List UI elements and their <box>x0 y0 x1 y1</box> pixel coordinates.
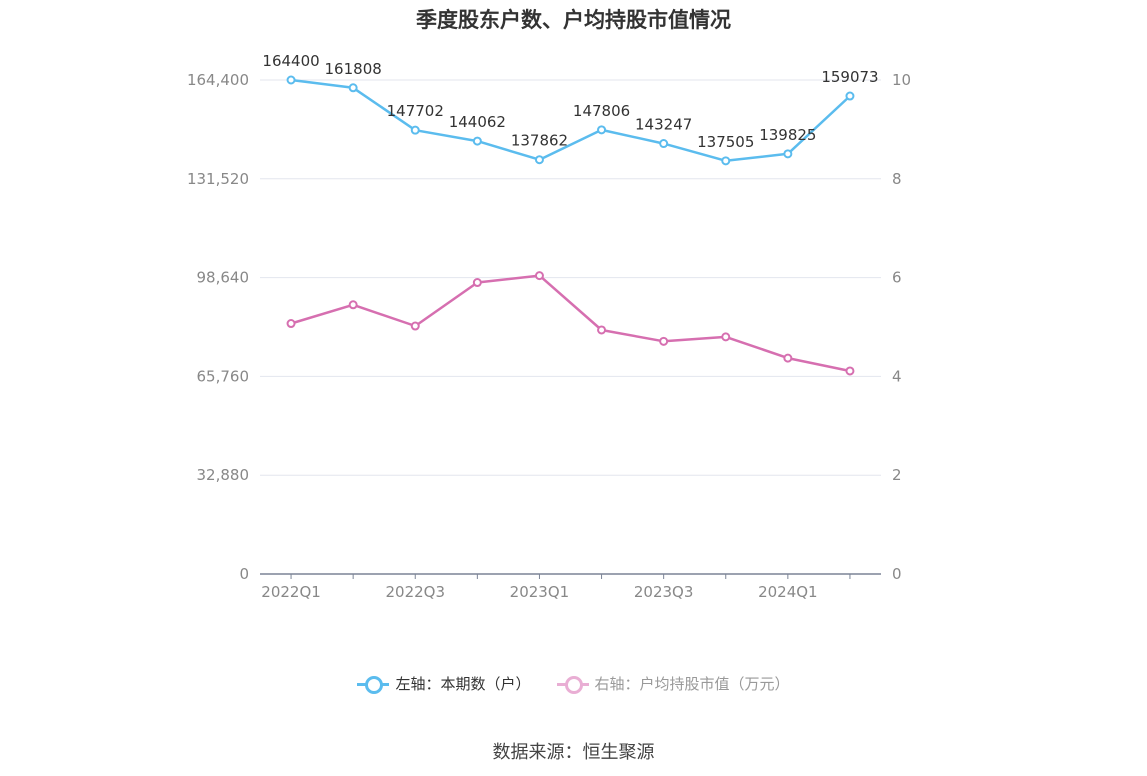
data-point <box>410 321 420 331</box>
data-point <box>286 75 296 85</box>
y-right-tick-label: 0 <box>892 565 902 583</box>
legend-line-icon <box>556 674 589 694</box>
data-point <box>659 139 669 149</box>
data-label: 139825 <box>759 126 816 144</box>
series-line-2 <box>290 274 851 373</box>
data-point <box>348 83 358 93</box>
data-point <box>286 319 296 329</box>
y-left-tick-label: 65,760 <box>197 367 250 385</box>
data-label: 137505 <box>697 133 754 151</box>
x-tick-label: 2022Q1 <box>261 583 321 601</box>
legend-label-series1: 左轴：本期数（户） <box>395 675 531 693</box>
data-point <box>534 271 544 281</box>
data-point <box>721 156 731 166</box>
x-tick-label: 2024Q1 <box>758 583 818 601</box>
data-label: 147806 <box>573 102 630 120</box>
data-point <box>597 125 607 135</box>
data-point <box>783 353 793 363</box>
data-point <box>410 125 420 135</box>
data-point <box>534 155 544 165</box>
x-tick-label: 2022Q3 <box>385 583 445 601</box>
data-point <box>472 136 482 146</box>
data-label: 161808 <box>325 60 382 78</box>
y-right-tick-label: 2 <box>892 466 902 484</box>
x-tick-label: 2023Q1 <box>510 583 570 601</box>
legend-label-series2: 右轴：户均持股市值（万元） <box>594 675 790 693</box>
data-point <box>659 336 669 346</box>
data-label: 144062 <box>449 113 506 131</box>
data-label: 164400 <box>262 52 319 70</box>
x-tick-label: 2023Q3 <box>634 583 694 601</box>
data-label: 143247 <box>635 116 692 134</box>
y-left-tick-label: 164,400 <box>187 71 249 89</box>
data-point <box>845 366 855 376</box>
y-left-tick-label: 98,640 <box>197 269 250 287</box>
data-point <box>597 325 607 335</box>
chart-title: 季度股东户数、户均持股市值情况 <box>416 8 731 32</box>
data-label: 147702 <box>387 102 444 120</box>
y-right-tick-label: 8 <box>892 170 902 188</box>
y-right-tick-label: 6 <box>892 269 902 287</box>
source-note: 数据来源：恒生聚源 <box>492 742 655 763</box>
y-left-tick-label: 131,520 <box>187 170 249 188</box>
y-right-tick-label: 4 <box>892 367 902 385</box>
data-label: 137862 <box>511 132 568 150</box>
legend-item-series1[interactable]: 左轴：本期数（户） <box>357 673 531 694</box>
legend: 左轴：本期数（户） 右轴：户均持股市值（万元） <box>0 673 1147 694</box>
y-right-tick-label: 10 <box>892 71 911 89</box>
legend-item-series2[interactable]: 右轴：户均持股市值（万元） <box>556 673 790 694</box>
data-point <box>845 91 855 101</box>
data-point <box>472 278 482 288</box>
y-left-tick-label: 0 <box>239 565 249 583</box>
series-line-1 <box>290 78 851 163</box>
data-label: 159073 <box>821 68 878 86</box>
data-point <box>348 300 358 310</box>
legend-line-icon <box>357 674 390 694</box>
y-left-tick-label: 32,880 <box>197 466 250 484</box>
data-point <box>721 332 731 342</box>
data-point <box>783 149 793 159</box>
